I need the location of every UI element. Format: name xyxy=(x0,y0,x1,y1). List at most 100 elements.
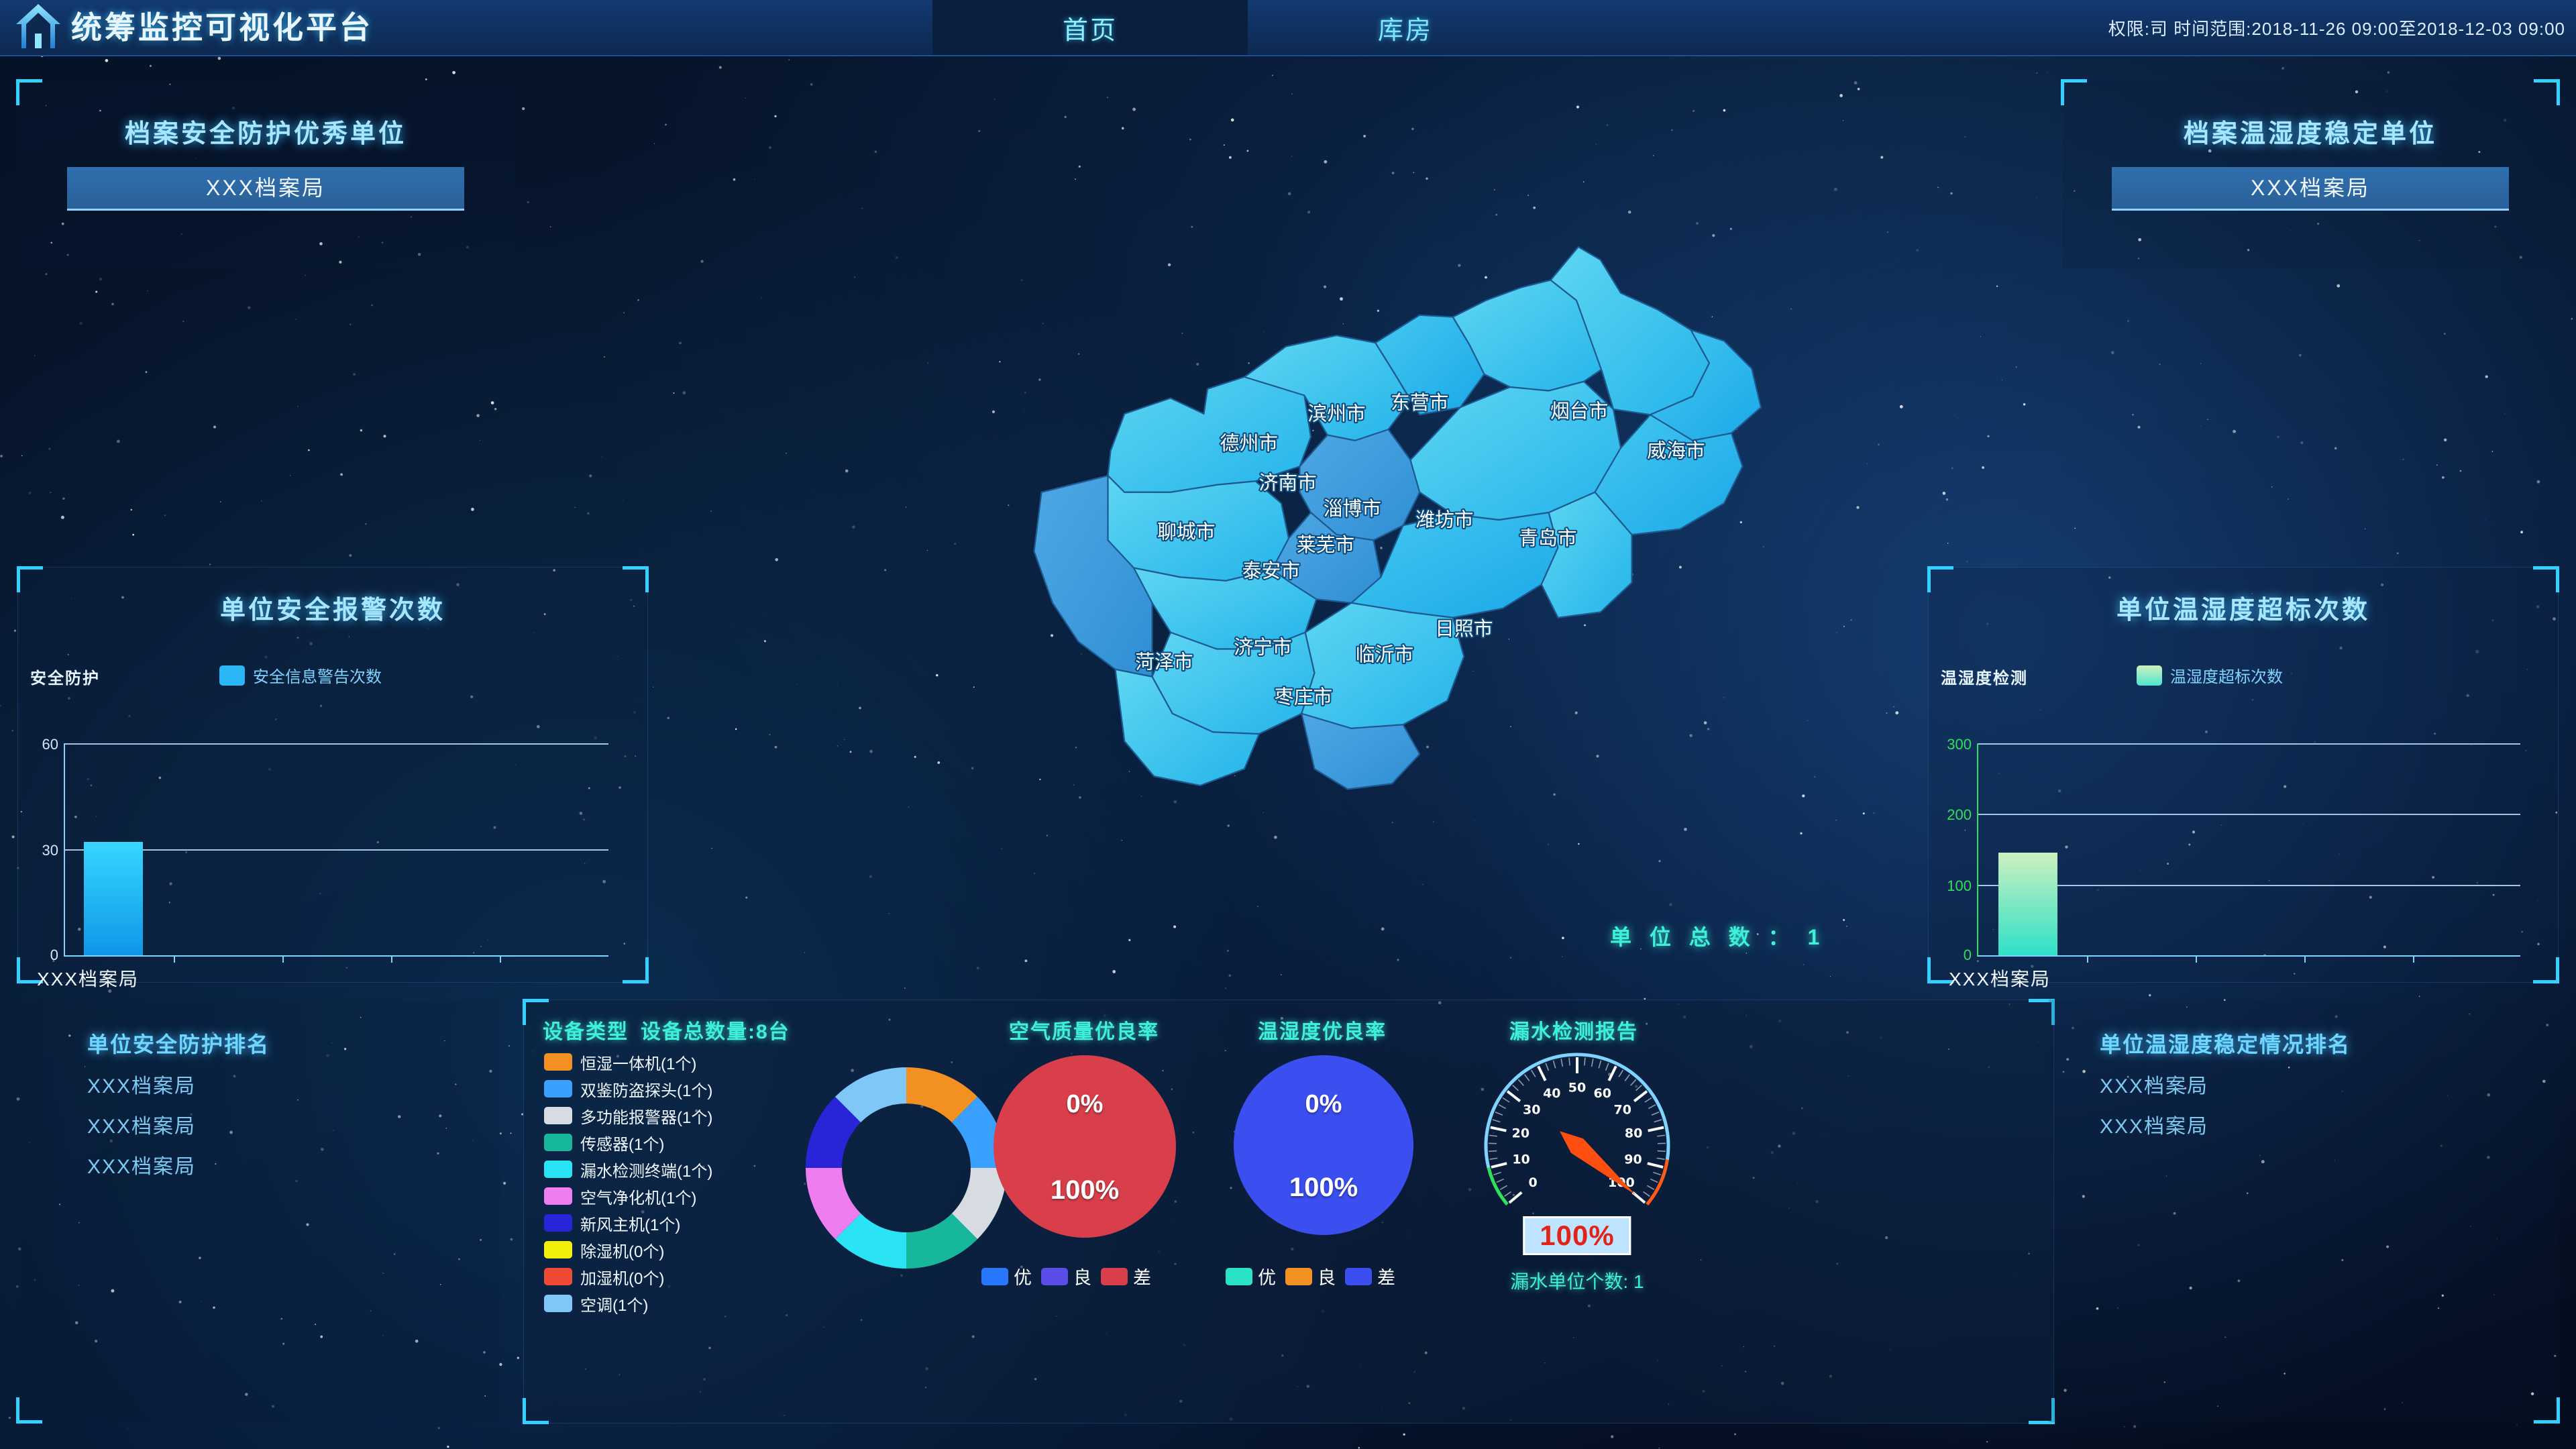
legend-label: 新风主机(1个) xyxy=(580,1216,681,1234)
panel-bottom-center: 设备类型 设备总数量:8台 恒湿一体机(1个) 双鉴防盗探头(1个) 多功能报警器(… xyxy=(523,999,2055,1424)
corner-bracket-icon xyxy=(2533,566,2559,592)
corner-bracket-icon xyxy=(623,957,649,983)
gauge-tick-label: 40 xyxy=(1543,1086,1560,1101)
device-legend-item[interactable]: 多功能报警器(1个) xyxy=(544,1102,712,1129)
corner-bracket-icon xyxy=(2029,999,2055,1025)
legend-item-th-excellent[interactable]: 优 xyxy=(1226,1263,1276,1289)
device-legend-item[interactable]: 除湿机(0个) xyxy=(544,1236,712,1263)
legend-item-air-excellent[interactable]: 优 xyxy=(981,1263,1032,1289)
donut-slice[interactable] xyxy=(806,1096,861,1168)
panel-security-ranking: 单位安全防护排名 XXX档案局 XXX档案局 XXX档案局 xyxy=(16,1000,500,1424)
device-legend-item[interactable]: 空调(1个) xyxy=(544,1290,712,1317)
device-legend-item[interactable]: 漏水检测终端(1个) xyxy=(544,1156,712,1183)
donut-slice[interactable] xyxy=(835,1067,906,1123)
legend-air-quality[interactable]: 优 良 差 xyxy=(981,1263,1151,1289)
donut-slice[interactable] xyxy=(835,1213,906,1269)
corner-bracket-icon xyxy=(2534,1397,2560,1424)
map-city-label: 聊城市 xyxy=(1157,521,1216,543)
legend-item-air-good[interactable]: 良 xyxy=(1041,1263,1091,1289)
corner-bracket-icon xyxy=(523,1398,549,1424)
corner-bracket-icon xyxy=(623,566,649,592)
donut-slice[interactable] xyxy=(906,1067,978,1123)
legend-label: 漏水检测终端(1个) xyxy=(580,1162,713,1181)
security-ranking-list: XXX档案局 XXX档案局 XXX档案局 xyxy=(87,1069,500,1179)
corner-bracket-icon xyxy=(1927,566,1953,592)
security-ranking-item[interactable]: XXX档案局 xyxy=(87,1156,197,1178)
legend-swatch-icon xyxy=(1226,1267,1252,1285)
corner-bracket-icon xyxy=(16,1397,42,1424)
gauge-needle xyxy=(1559,1131,1636,1195)
chart-legend-security-alarms[interactable]: 安全信息警告次数 xyxy=(219,663,382,687)
map-city-label: 青岛市 xyxy=(1519,527,1577,549)
app-header: 统筹监控可视化平台 首页 库房 权限:司 时间范围:2018-11-26 09:… xyxy=(0,0,2576,56)
tab-home[interactable]: 首页 xyxy=(932,0,1248,55)
legend-swatch-icon xyxy=(544,1295,572,1312)
main-nav: 首页 库房 xyxy=(932,0,1563,55)
device-legend-item[interactable]: 双鉴防盗探头(1个) xyxy=(544,1075,712,1102)
bar-security-alarms-0[interactable] xyxy=(84,842,143,955)
stable-temp-humidity-unit-value[interactable]: XXX档案局 xyxy=(2112,167,2509,211)
device-legend-item[interactable]: 新风主机(1个) xyxy=(544,1210,712,1236)
legend-label: 良 xyxy=(1073,1268,1091,1288)
app-title: 统筹监控可视化平台 xyxy=(71,9,373,46)
corner-bracket-icon xyxy=(1927,957,1953,983)
y-tick-label: 0 xyxy=(1963,947,1972,963)
corner-bracket-icon xyxy=(17,957,43,983)
security-ranking-item[interactable]: XXX档案局 xyxy=(87,1075,197,1097)
gauge-tick-label: 10 xyxy=(1512,1152,1529,1167)
panel-temp-humidity-ranking: 单位温湿度稳定情况排名 XXX档案局 XXX档案局 xyxy=(2049,1000,2560,1424)
chart-plot-area-temp-humidity-exceed: 300 200 100 0 xyxy=(1947,736,2520,963)
corner-bracket-icon xyxy=(2061,79,2087,105)
chart-title-security-alarms: 单位安全报警次数 xyxy=(219,596,445,625)
legend-label: 温湿度超标次数 xyxy=(2170,668,2283,686)
gauge-tick-label: 20 xyxy=(1512,1126,1529,1141)
donut-slice[interactable] xyxy=(951,1096,1007,1168)
excellent-security-unit-value[interactable]: XXX档案局 xyxy=(67,167,464,211)
legend-label: 恒湿一体机(1个) xyxy=(580,1055,697,1073)
map-city-label: 潍坊市 xyxy=(1415,508,1474,531)
donut-slice[interactable] xyxy=(906,1213,978,1269)
pie-air-quality[interactable]: 0% 100% xyxy=(994,1055,1176,1238)
chart-legend-temp-humidity-exceed[interactable]: 温湿度超标次数 xyxy=(2137,663,2283,687)
temp-humidity-ranking-item[interactable]: XXX档案局 xyxy=(2100,1116,2209,1138)
pie-temp-humidity-quality[interactable]: 0% 100% xyxy=(1234,1055,1413,1235)
gauge-tick-label: 60 xyxy=(1593,1086,1611,1101)
corner-bracket-icon xyxy=(2534,79,2560,105)
corner-bracket-icon xyxy=(16,79,42,105)
map-city-label: 东营市 xyxy=(1391,391,1449,414)
chart-axis-label-temp-humidity: 温湿度检测 xyxy=(1941,669,2028,688)
map-city-label: 莱芜市 xyxy=(1297,533,1355,556)
legend-item-air-poor[interactable]: 差 xyxy=(1101,1263,1151,1289)
donut-chart-device-types[interactable] xyxy=(792,1054,1020,1282)
temp-humidity-good-pct: 0% xyxy=(1305,1090,1342,1118)
security-ranking-item[interactable]: XXX档案局 xyxy=(87,1116,197,1138)
legend-temp-humidity-quality[interactable]: 优 良 差 xyxy=(1226,1263,1395,1289)
legend-label: 多功能报警器(1个) xyxy=(580,1108,713,1127)
device-legend-item[interactable]: 加湿机(0个) xyxy=(544,1263,712,1290)
device-type-legend[interactable]: 恒湿一体机(1个) 双鉴防盗探头(1个) 多功能报警器(1个) 传感器(1个) 漏水检测… xyxy=(544,1049,712,1317)
device-legend-item[interactable]: 空气净化机(1个) xyxy=(544,1183,712,1210)
legend-item-th-good[interactable]: 良 xyxy=(1285,1263,1336,1289)
chart-title-temp-humidity-quality: 温湿度优良率 xyxy=(1258,1021,1387,1043)
map-regions xyxy=(1033,246,1762,790)
panel-title-temp-humidity-ranking: 单位温湿度稳定情况排名 xyxy=(2100,1032,2351,1057)
temp-humidity-ranking-item[interactable]: XXX档案局 xyxy=(2100,1075,2209,1097)
map-city-label: 烟台市 xyxy=(1550,399,1609,422)
bar-temp-humidity-exceed-0[interactable] xyxy=(1998,853,2057,955)
corner-bracket-icon xyxy=(2533,957,2559,983)
tab-warehouse[interactable]: 库房 xyxy=(1377,16,1433,45)
device-legend-item[interactable]: 传感器(1个) xyxy=(544,1129,712,1156)
legend-swatch-icon xyxy=(544,1161,572,1178)
legend-label: 良 xyxy=(1318,1268,1336,1288)
map-city-label: 淄博市 xyxy=(1324,497,1382,520)
donut-slice[interactable] xyxy=(806,1168,861,1240)
corner-bracket-icon xyxy=(2029,1398,2055,1424)
donut-slice[interactable] xyxy=(951,1168,1007,1240)
device-legend-item[interactable]: 恒湿一体机(1个) xyxy=(544,1049,712,1075)
x-category-label: XXX档案局 xyxy=(37,969,140,989)
map-city-label: 滨州市 xyxy=(1307,402,1366,425)
legend-item-th-poor[interactable]: 差 xyxy=(1345,1263,1395,1289)
legend-swatch-icon xyxy=(544,1187,572,1205)
shandong-map[interactable]: 滨州市 东营市 烟台市 威海市 德州市 济南市 淄博市 潍坊市 青岛市 聊城市 莱芜市 泰安市 菏泽市 济… xyxy=(691,74,1872,966)
